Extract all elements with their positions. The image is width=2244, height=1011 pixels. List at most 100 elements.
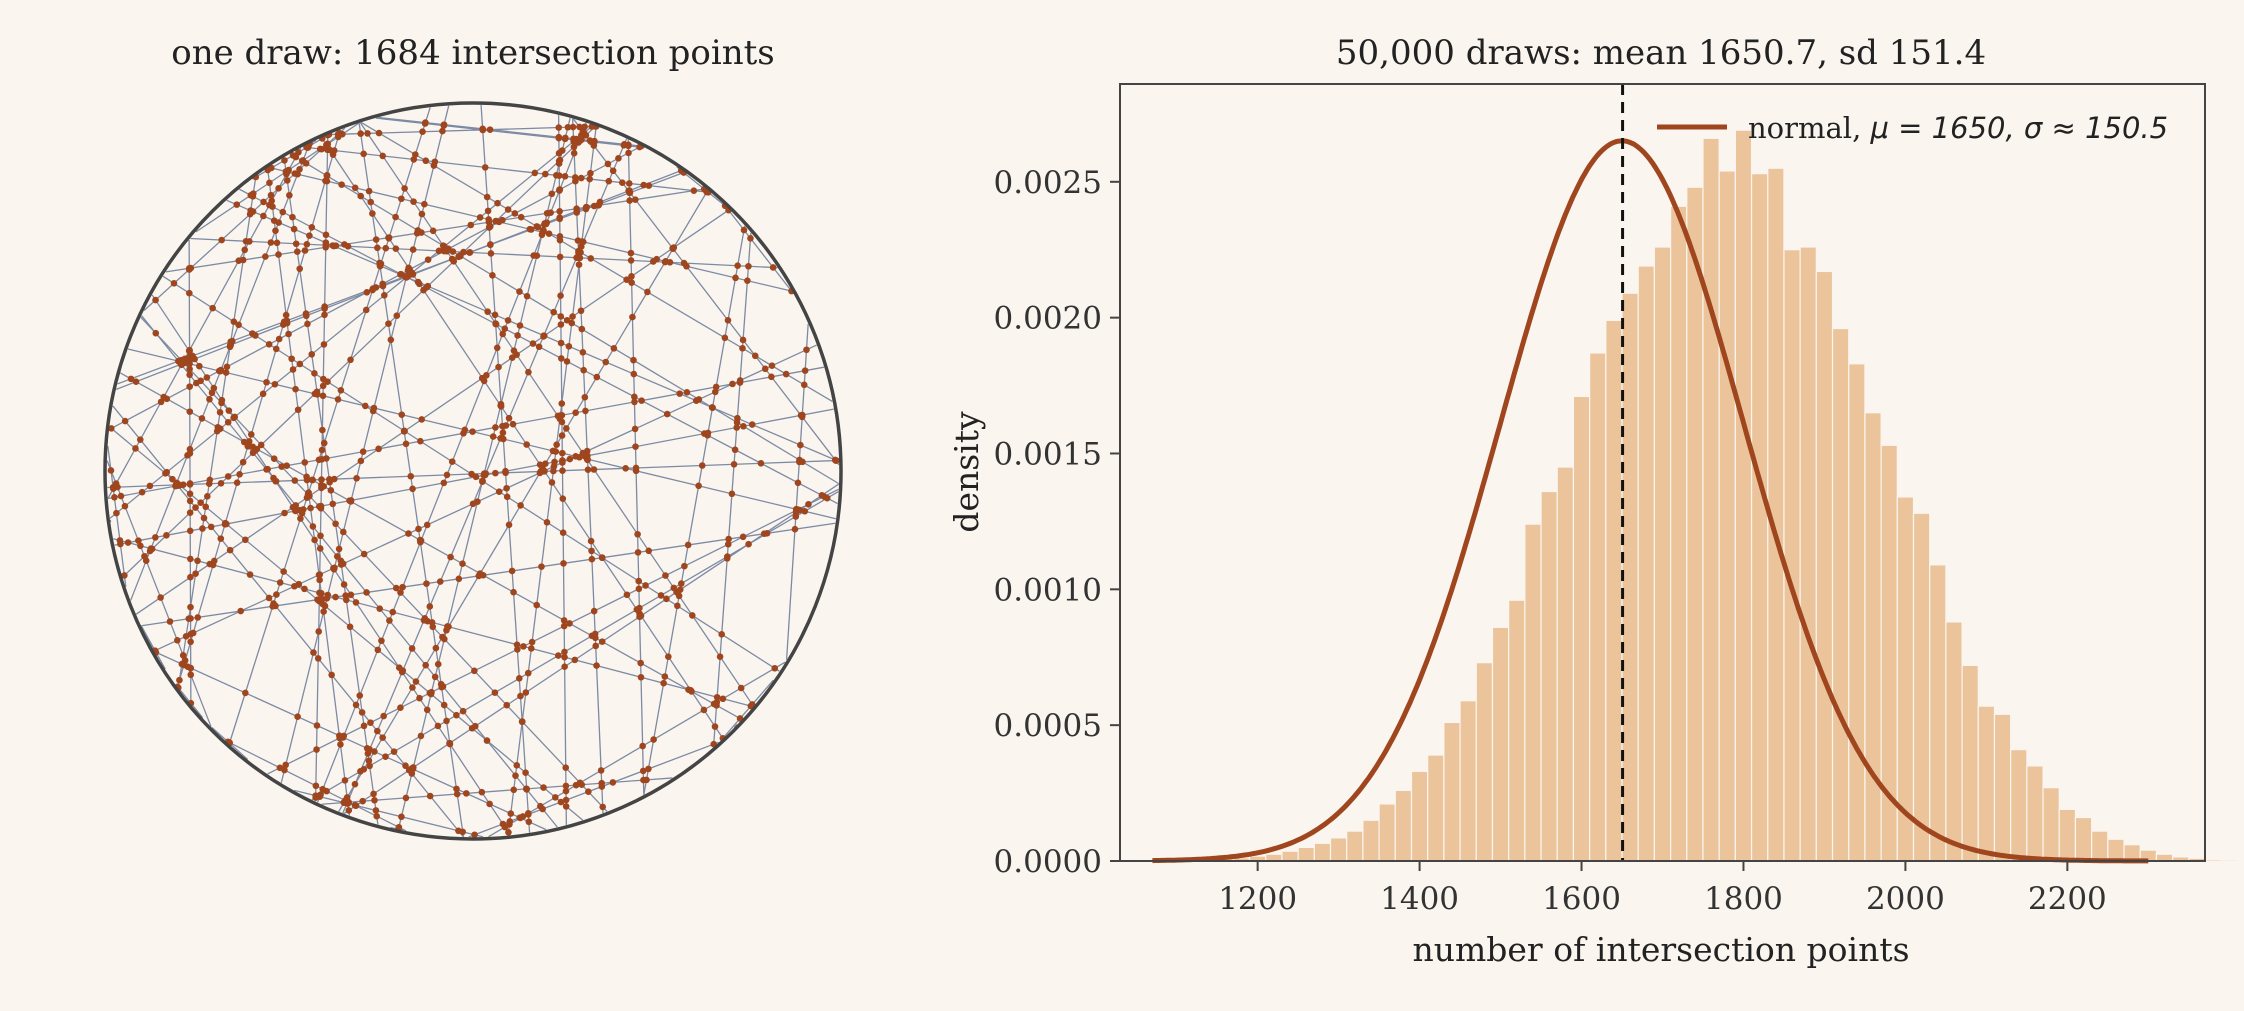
histogram-bar: [1718, 170, 1736, 862]
intersection-point: [230, 318, 238, 325]
intersection-point: [306, 492, 313, 500]
intersection-point: [632, 196, 639, 203]
intersection-point: [495, 363, 502, 371]
intersection-point: [214, 423, 222, 431]
intersection-point: [598, 638, 606, 645]
chord-line: [328, 125, 597, 136]
intersection-point: [272, 602, 279, 610]
intersection-point: [291, 477, 299, 484]
left-title: one draw: 1684 intersection points: [171, 33, 775, 73]
intersection-point: [540, 227, 547, 234]
intersection-point: [371, 796, 378, 804]
intersection-point: [639, 742, 646, 750]
intersection-point: [402, 440, 410, 448]
intersection-point: [280, 568, 287, 575]
intersection-point: [732, 274, 739, 282]
histogram-bar: [1572, 395, 1591, 862]
x-tick-label: 1600: [1542, 881, 1621, 917]
intersection-point: [375, 445, 382, 453]
chord-line: [572, 118, 840, 466]
intersection-point: [483, 737, 491, 744]
intersection-point: [800, 381, 808, 389]
intersection-point: [531, 169, 539, 177]
intersection-point: [216, 408, 224, 416]
intersection-point: [560, 617, 568, 624]
intersection-point: [108, 425, 115, 432]
intersection-point: [289, 213, 296, 221]
intersection-point: [768, 373, 775, 381]
intersection-point: [107, 467, 115, 474]
intersection-point: [313, 746, 320, 753]
intersection-point: [486, 223, 494, 230]
intersection-point: [486, 126, 494, 133]
chord-line: [154, 344, 817, 652]
intersection-point: [605, 177, 613, 185]
intersection-point: [249, 330, 256, 337]
histogram-bar: [1621, 292, 1639, 862]
histogram-bar: [1378, 803, 1396, 862]
intersection-point: [447, 553, 454, 561]
intersection-point: [397, 270, 405, 278]
intersection-point: [439, 683, 447, 690]
histogram-bar: [1815, 270, 1834, 862]
intersection-point: [535, 343, 543, 351]
intersection-point: [542, 220, 550, 228]
intersection-point: [311, 536, 318, 544]
chord-line: [294, 789, 484, 838]
intersection-point: [186, 360, 193, 368]
intersection-point: [321, 311, 328, 319]
intersection-point: [674, 602, 681, 610]
intersection-point: [328, 671, 335, 679]
intersection-point: [562, 764, 570, 772]
intersection-point: [272, 227, 279, 234]
intersection-point: [740, 226, 748, 234]
intersection-point: [341, 777, 349, 784]
intersection-point: [556, 186, 564, 193]
intersection-point: [629, 313, 636, 321]
intersection-point: [501, 325, 509, 333]
intersection-point: [138, 488, 146, 496]
intersection-point: [661, 673, 669, 680]
intersection-point: [497, 402, 504, 409]
intersection-point: [533, 601, 541, 609]
intersection-point: [553, 441, 560, 449]
intersection-point: [497, 435, 504, 442]
intersection-point: [430, 162, 438, 169]
intersection-point: [286, 191, 293, 199]
intersection-point: [407, 472, 415, 480]
intersection-point: [360, 722, 368, 730]
intersection-point: [187, 630, 194, 638]
histogram-bar: [1410, 770, 1429, 862]
intersection-point: [453, 790, 461, 798]
intersection-point: [397, 589, 404, 596]
intersection-point: [117, 540, 124, 548]
histogram-bar: [1750, 173, 1769, 862]
histogram-bar: [1799, 246, 1817, 862]
intersection-point: [590, 202, 598, 210]
intersection-point: [356, 692, 364, 699]
intersection-point: [627, 249, 635, 257]
intersection-point: [327, 487, 335, 494]
intersection-point: [152, 296, 159, 304]
intersection-point: [295, 148, 302, 156]
intersection-point: [684, 541, 692, 549]
histogram-bar: [2026, 765, 2044, 862]
intersection-point: [479, 477, 486, 485]
intersection-point: [588, 547, 595, 555]
intersection-point: [455, 827, 462, 835]
histogram-bar: [1524, 523, 1542, 862]
histogram-bar: [1848, 363, 1866, 862]
intersection-point: [514, 332, 521, 339]
intersection-point: [466, 249, 474, 256]
intersection-point: [340, 799, 348, 806]
intersection-point: [330, 564, 337, 572]
intersection-point: [610, 345, 618, 352]
intersection-point: [293, 248, 301, 255]
intersection-point: [587, 169, 594, 177]
histogram-bar: [1864, 412, 1882, 862]
intersection-point: [172, 480, 180, 488]
intersection-point: [508, 567, 516, 575]
histogram-bar: [1540, 490, 1558, 862]
intersection-point: [410, 198, 417, 205]
